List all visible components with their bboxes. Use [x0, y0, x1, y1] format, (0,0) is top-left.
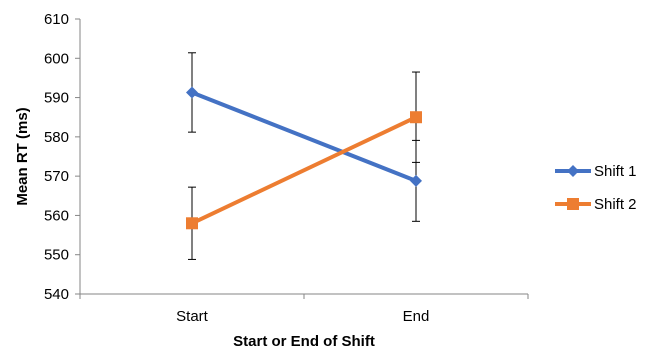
legend-marker: [567, 165, 579, 177]
series-line-1: [192, 92, 416, 180]
y-tick-label: 560: [44, 207, 69, 224]
legend: Shift 1 Shift 2: [555, 163, 637, 213]
axes: [80, 19, 528, 294]
error-bars: [188, 53, 420, 260]
legend-item: Shift 1: [555, 163, 637, 180]
square-marker: [186, 217, 198, 229]
diamond-marker: [410, 175, 422, 187]
legend-item: Shift 2: [555, 196, 637, 213]
series-line-2: [192, 117, 416, 223]
x-tick-label: Start: [176, 308, 209, 325]
x-axis-title: Start or End of Shift: [233, 333, 375, 350]
y-axis-title: Mean RT (ms): [14, 107, 31, 205]
series-lines: [192, 92, 416, 223]
square-marker: [410, 111, 422, 123]
y-tick-label: 580: [44, 129, 69, 146]
y-tick-label: 550: [44, 247, 69, 264]
legend-marker: [567, 198, 579, 210]
legend-label: Shift 1: [594, 163, 637, 180]
y-tick-label: 610: [44, 11, 69, 28]
y-tick-label: 590: [44, 90, 69, 107]
y-tick-label: 600: [44, 50, 69, 67]
y-tick-label: 540: [44, 286, 69, 303]
y-tick-label: 570: [44, 168, 69, 185]
legend-label: Shift 2: [594, 196, 637, 213]
diamond-marker: [186, 86, 198, 98]
x-tick-label: End: [403, 308, 430, 325]
ticks: 540 550 560 570 580 590 600 610 Start End: [44, 11, 528, 325]
